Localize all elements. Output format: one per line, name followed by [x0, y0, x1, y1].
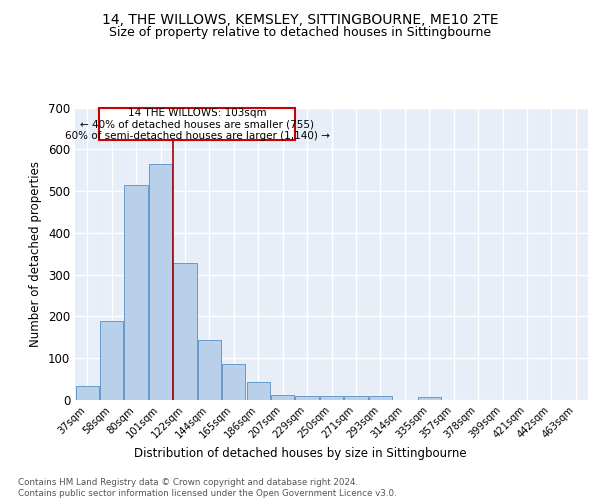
Bar [320, 396, 343, 400]
Bar [344, 396, 368, 400]
Text: Distribution of detached houses by size in Sittingbourne: Distribution of detached houses by size … [134, 448, 466, 460]
Bar [271, 394, 294, 400]
FancyBboxPatch shape [100, 108, 295, 140]
Bar [247, 382, 270, 400]
Y-axis label: Number of detached properties: Number of detached properties [29, 161, 43, 347]
Text: 14, THE WILLOWS, KEMSLEY, SITTINGBOURNE, ME10 2TE: 14, THE WILLOWS, KEMSLEY, SITTINGBOURNE,… [101, 12, 499, 26]
Text: 14 THE WILLOWS: 103sqm
← 40% of detached houses are smaller (755)
60% of semi-de: 14 THE WILLOWS: 103sqm ← 40% of detached… [65, 108, 329, 141]
Bar [222, 364, 245, 400]
Bar [173, 264, 197, 400]
Bar [295, 396, 319, 400]
Bar [124, 185, 148, 400]
Bar [149, 164, 172, 400]
Bar [100, 320, 123, 400]
Text: Contains HM Land Registry data © Crown copyright and database right 2024.
Contai: Contains HM Land Registry data © Crown c… [18, 478, 397, 498]
Bar [418, 398, 441, 400]
Bar [76, 386, 99, 400]
Bar [369, 396, 392, 400]
Bar [198, 340, 221, 400]
Text: Size of property relative to detached houses in Sittingbourne: Size of property relative to detached ho… [109, 26, 491, 39]
